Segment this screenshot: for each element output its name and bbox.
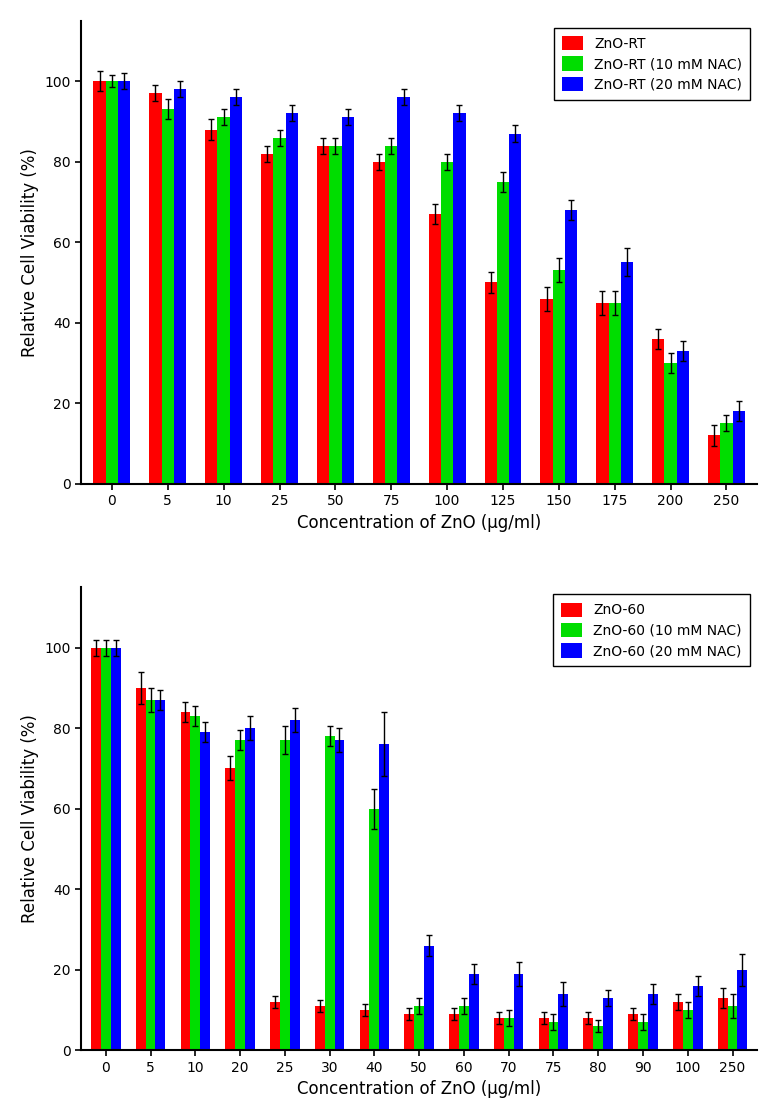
Bar bbox=[718, 998, 727, 1051]
Bar bbox=[329, 145, 342, 483]
Bar bbox=[245, 728, 255, 1051]
Bar bbox=[101, 648, 110, 1051]
Bar bbox=[733, 412, 745, 483]
Bar bbox=[200, 732, 210, 1051]
Bar bbox=[504, 1018, 513, 1051]
Bar bbox=[93, 82, 106, 483]
Bar bbox=[235, 741, 245, 1051]
Bar bbox=[621, 262, 633, 483]
Bar bbox=[738, 970, 748, 1051]
Bar bbox=[110, 648, 121, 1051]
Bar bbox=[727, 1006, 738, 1051]
Bar bbox=[261, 153, 273, 483]
Bar bbox=[594, 1026, 603, 1051]
Bar bbox=[342, 117, 354, 483]
Legend: ZnO-60, ZnO-60 (10 mM NAC), ZnO-60 (20 mM NAC): ZnO-60, ZnO-60 (10 mM NAC), ZnO-60 (20 m… bbox=[553, 594, 750, 667]
Bar bbox=[720, 423, 733, 483]
Bar bbox=[603, 998, 613, 1051]
Bar bbox=[191, 716, 200, 1051]
Bar bbox=[317, 145, 329, 483]
Bar bbox=[429, 214, 441, 483]
Bar bbox=[596, 302, 608, 483]
Bar bbox=[683, 1010, 692, 1051]
Bar bbox=[454, 113, 465, 483]
Bar bbox=[315, 1006, 324, 1051]
Bar bbox=[677, 351, 689, 483]
Bar bbox=[91, 648, 101, 1051]
Bar bbox=[273, 138, 286, 483]
Bar bbox=[205, 130, 218, 483]
Bar bbox=[485, 282, 497, 483]
Bar bbox=[398, 97, 410, 483]
Bar bbox=[373, 162, 385, 483]
X-axis label: Concentration of ZnO (μg/ml): Concentration of ZnO (μg/ml) bbox=[297, 514, 541, 532]
Bar bbox=[218, 117, 230, 483]
Bar bbox=[156, 700, 166, 1051]
Bar bbox=[441, 162, 454, 483]
Bar bbox=[708, 435, 720, 483]
Bar bbox=[380, 744, 389, 1051]
Bar bbox=[174, 90, 186, 483]
Bar bbox=[513, 974, 524, 1051]
Legend: ZnO-RT, ZnO-RT (10 mM NAC), ZnO-RT (20 mM NAC): ZnO-RT, ZnO-RT (10 mM NAC), ZnO-RT (20 m… bbox=[554, 28, 750, 100]
Bar bbox=[673, 1002, 683, 1051]
Bar bbox=[692, 986, 703, 1051]
Bar bbox=[538, 1018, 548, 1051]
Bar bbox=[280, 741, 289, 1051]
Bar bbox=[584, 1018, 594, 1051]
Bar bbox=[494, 1018, 504, 1051]
Bar bbox=[289, 721, 300, 1051]
Bar bbox=[145, 700, 156, 1051]
Bar bbox=[449, 1014, 459, 1051]
Bar bbox=[136, 688, 145, 1051]
X-axis label: Concentration of ZnO (μg/ml): Concentration of ZnO (μg/ml) bbox=[297, 1080, 541, 1098]
Bar bbox=[608, 302, 621, 483]
Bar bbox=[648, 994, 657, 1051]
Y-axis label: Relative Cell Viability (%): Relative Cell Viability (%) bbox=[21, 148, 39, 357]
Bar bbox=[638, 1022, 648, 1051]
Bar bbox=[509, 133, 521, 483]
Bar bbox=[664, 363, 677, 483]
Bar bbox=[629, 1014, 638, 1051]
Bar bbox=[497, 182, 509, 483]
Bar bbox=[565, 210, 577, 483]
Bar bbox=[424, 946, 434, 1051]
Bar bbox=[385, 145, 398, 483]
Bar bbox=[559, 994, 568, 1051]
Bar bbox=[230, 97, 242, 483]
Bar bbox=[414, 1006, 424, 1051]
Bar bbox=[226, 769, 235, 1051]
Bar bbox=[324, 736, 335, 1051]
Bar bbox=[180, 712, 191, 1051]
Bar bbox=[149, 93, 162, 483]
Bar bbox=[541, 299, 552, 483]
Bar bbox=[118, 82, 131, 483]
Bar bbox=[370, 809, 380, 1051]
Bar bbox=[459, 1006, 469, 1051]
Bar bbox=[552, 271, 565, 483]
Bar bbox=[652, 339, 664, 483]
Bar bbox=[469, 974, 478, 1051]
Bar bbox=[162, 110, 174, 483]
Bar bbox=[335, 741, 345, 1051]
Bar bbox=[405, 1014, 414, 1051]
Bar bbox=[359, 1010, 370, 1051]
Bar bbox=[286, 113, 298, 483]
Bar bbox=[548, 1022, 559, 1051]
Bar bbox=[270, 1002, 280, 1051]
Y-axis label: Relative Cell Viability (%): Relative Cell Viability (%) bbox=[21, 714, 39, 923]
Bar bbox=[106, 82, 118, 483]
